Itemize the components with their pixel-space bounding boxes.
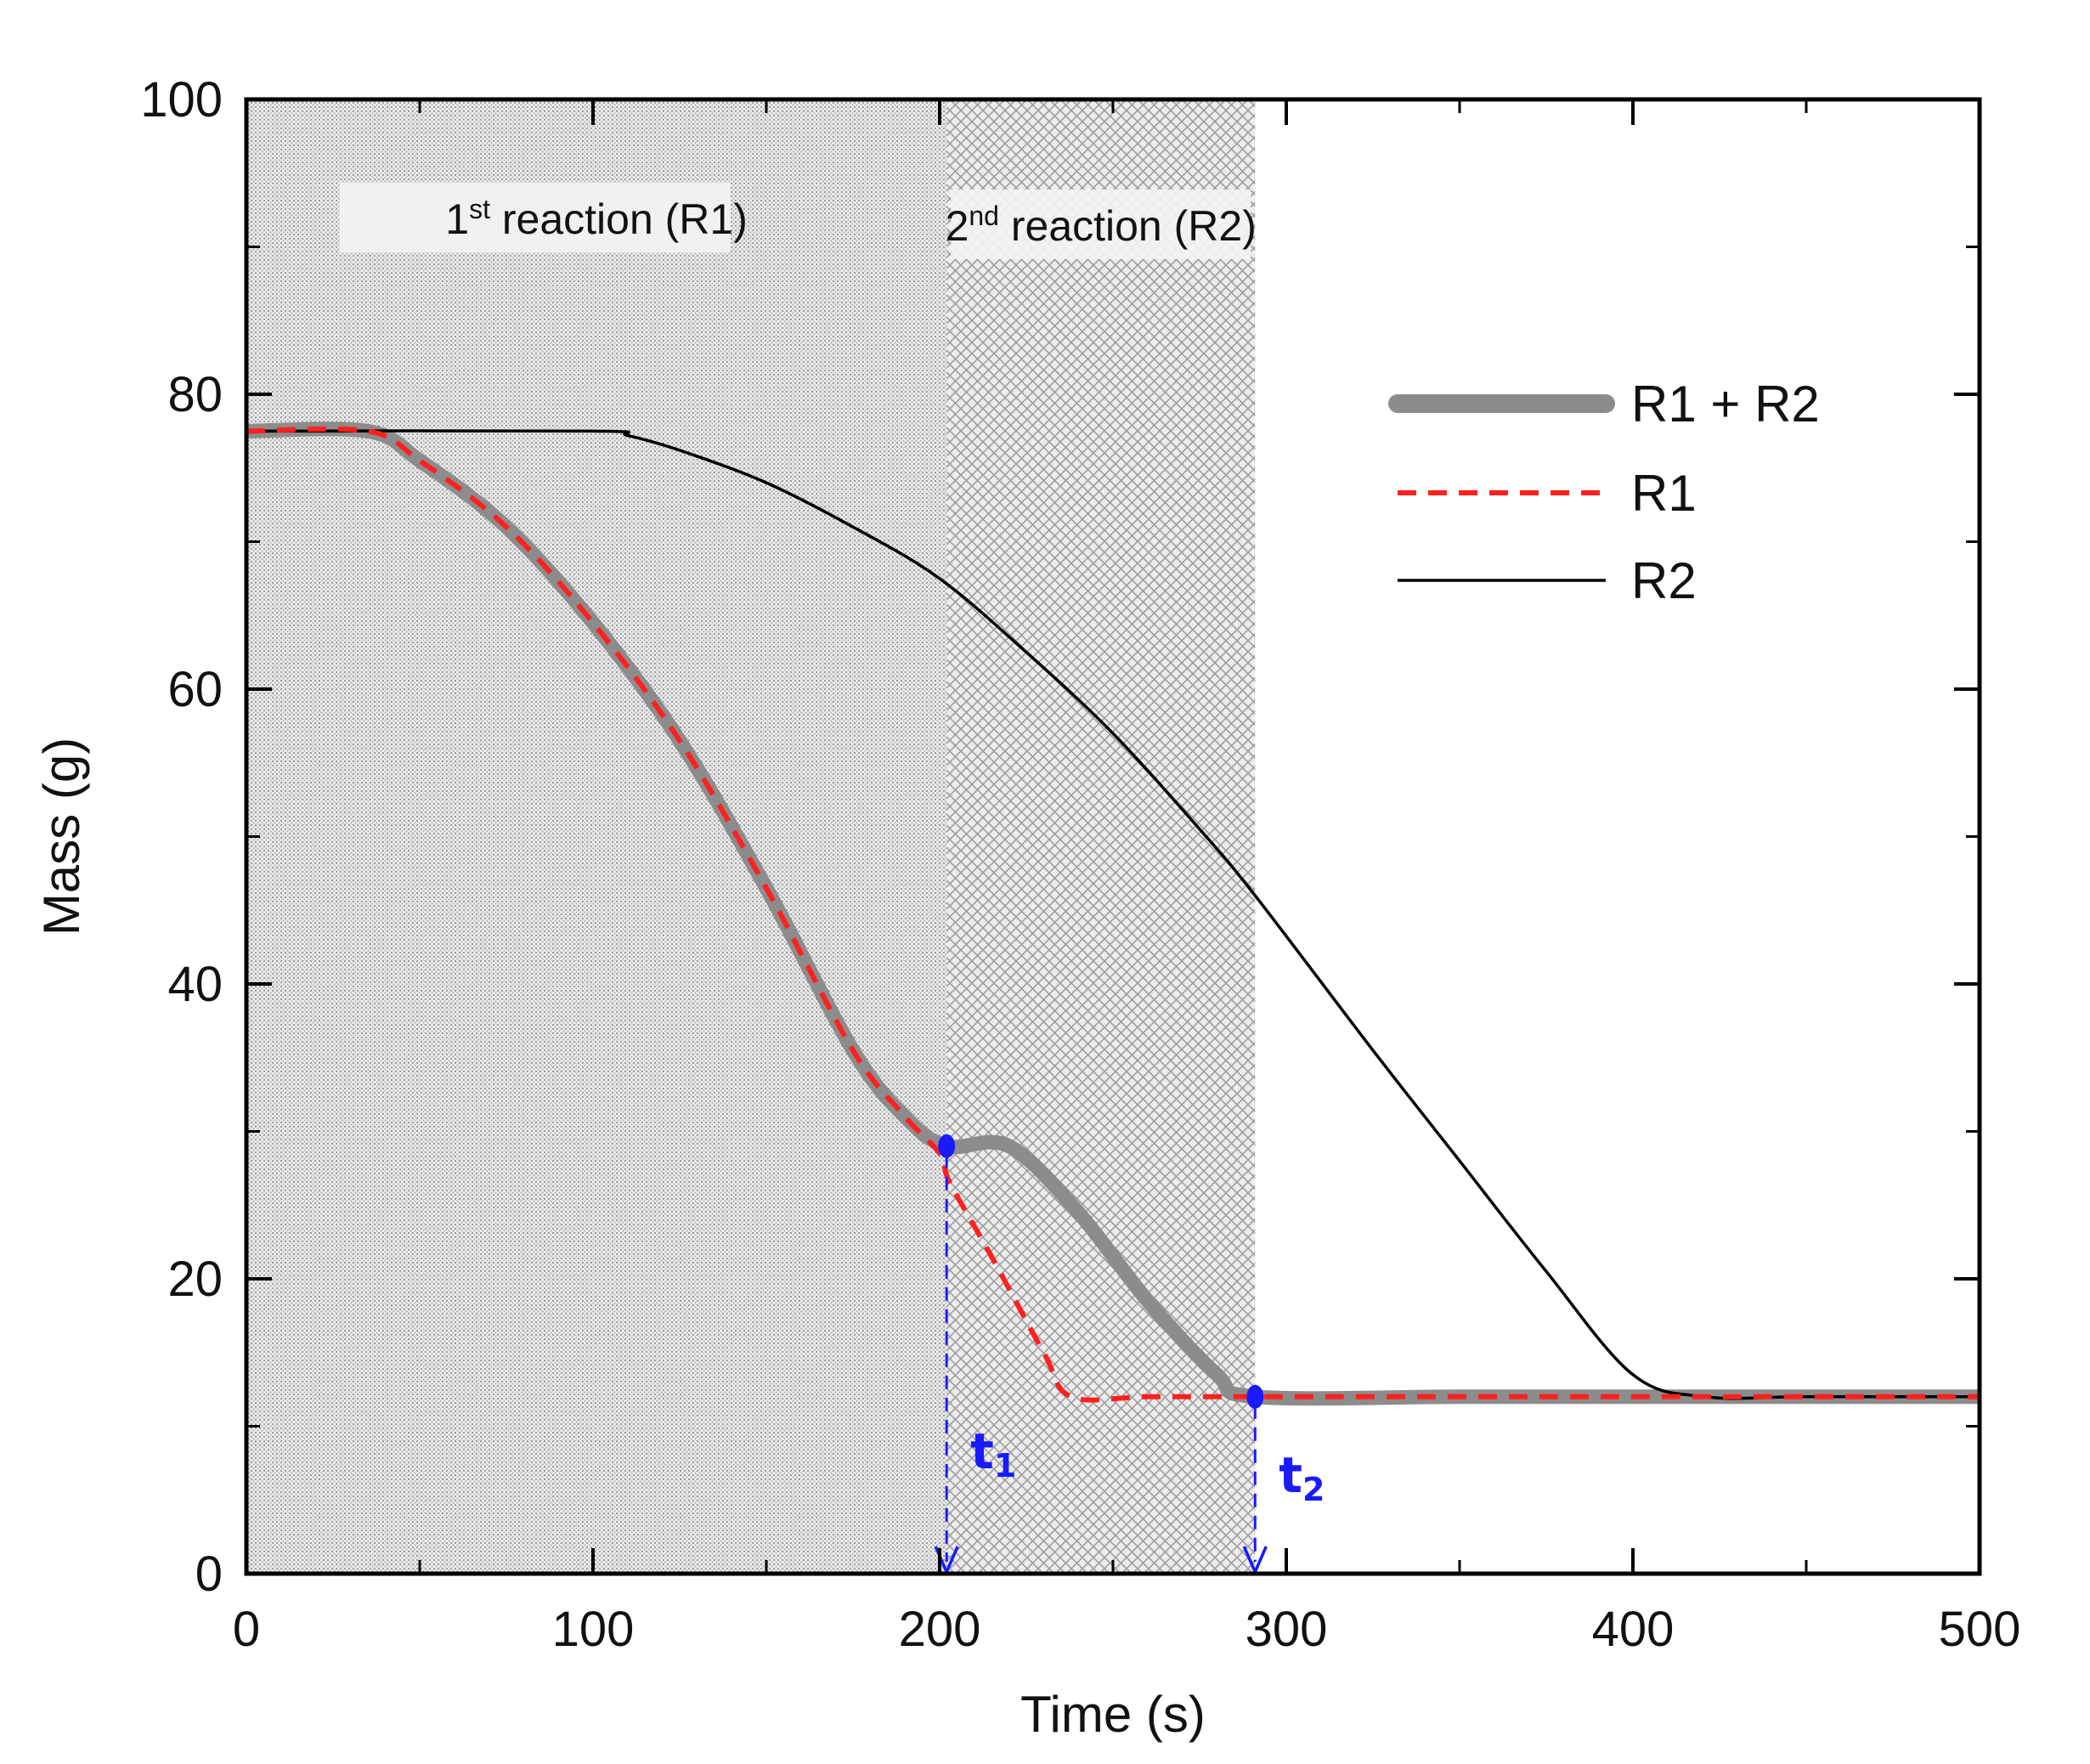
region-label: 1st reaction (R1) [445, 194, 748, 243]
marker-label-t1: t1 [970, 1422, 1016, 1484]
marker-label-t2: t2 [1279, 1446, 1325, 1508]
marker-label-subscript: 1 [994, 1447, 1016, 1484]
region-label-superscript: nd [969, 201, 999, 231]
x-tick-label: 300 [1246, 1602, 1328, 1657]
series-line-r2 [246, 429, 1980, 1400]
x-tick-label: 500 [1939, 1602, 2021, 1657]
data-series [246, 421, 1980, 1406]
x-tick-label: 200 [899, 1602, 981, 1657]
x-tick-label: 100 [552, 1602, 635, 1657]
y-tick-label: 20 [167, 1252, 223, 1307]
shaded-regions [246, 99, 1256, 1574]
x-tick-label: 400 [1592, 1602, 1675, 1657]
region-label: 2nd reaction (R2) [946, 201, 1257, 250]
y-axis-label: Mass (g) [33, 738, 90, 936]
series-line-r1 [246, 426, 1980, 1403]
region-labels: 1st reaction (R1) 2nd reaction (R2) [340, 183, 1257, 259]
marker-label-letter: t [970, 1422, 994, 1480]
reaction-2-region [946, 99, 1256, 1574]
y-tick-label: 100 [140, 72, 223, 127]
axes: 0 100 200 300 400 500 0 20 40 60 80 100 Time (s) Mass… [33, 72, 2020, 1743]
legend-label: R2 [1631, 552, 1697, 609]
region-label-number: 2 [946, 202, 969, 250]
legend-label: R1 + R2 [1631, 376, 1820, 433]
region-label-backdrop [951, 189, 1251, 259]
legend-label: R1 [1631, 465, 1697, 522]
region-label-superscript: st [469, 194, 490, 224]
region-label-backdrop [340, 183, 731, 252]
y-tick-label: 40 [167, 957, 223, 1012]
marker-point-t1 [938, 1134, 956, 1158]
marker-label-subscript: 2 [1302, 1471, 1325, 1508]
y-tick-label: 80 [167, 367, 223, 422]
y-tick-label: 0 [195, 1546, 223, 1602]
legend: R1 + R2 R1 R2 [1388, 376, 1820, 609]
y-tick-label: 60 [167, 662, 223, 717]
x-axis-label: Time (s) [1020, 1686, 1206, 1743]
marker-label-letter: t [1279, 1446, 1302, 1504]
marker-point-t2 [1246, 1384, 1264, 1409]
region-label-number: 1 [445, 195, 469, 243]
region-label-text: reaction (R2) [999, 202, 1257, 250]
reaction-1-region [246, 99, 947, 1574]
x-tick-label: 0 [233, 1602, 260, 1657]
region-label-text: reaction (R1) [490, 195, 748, 243]
